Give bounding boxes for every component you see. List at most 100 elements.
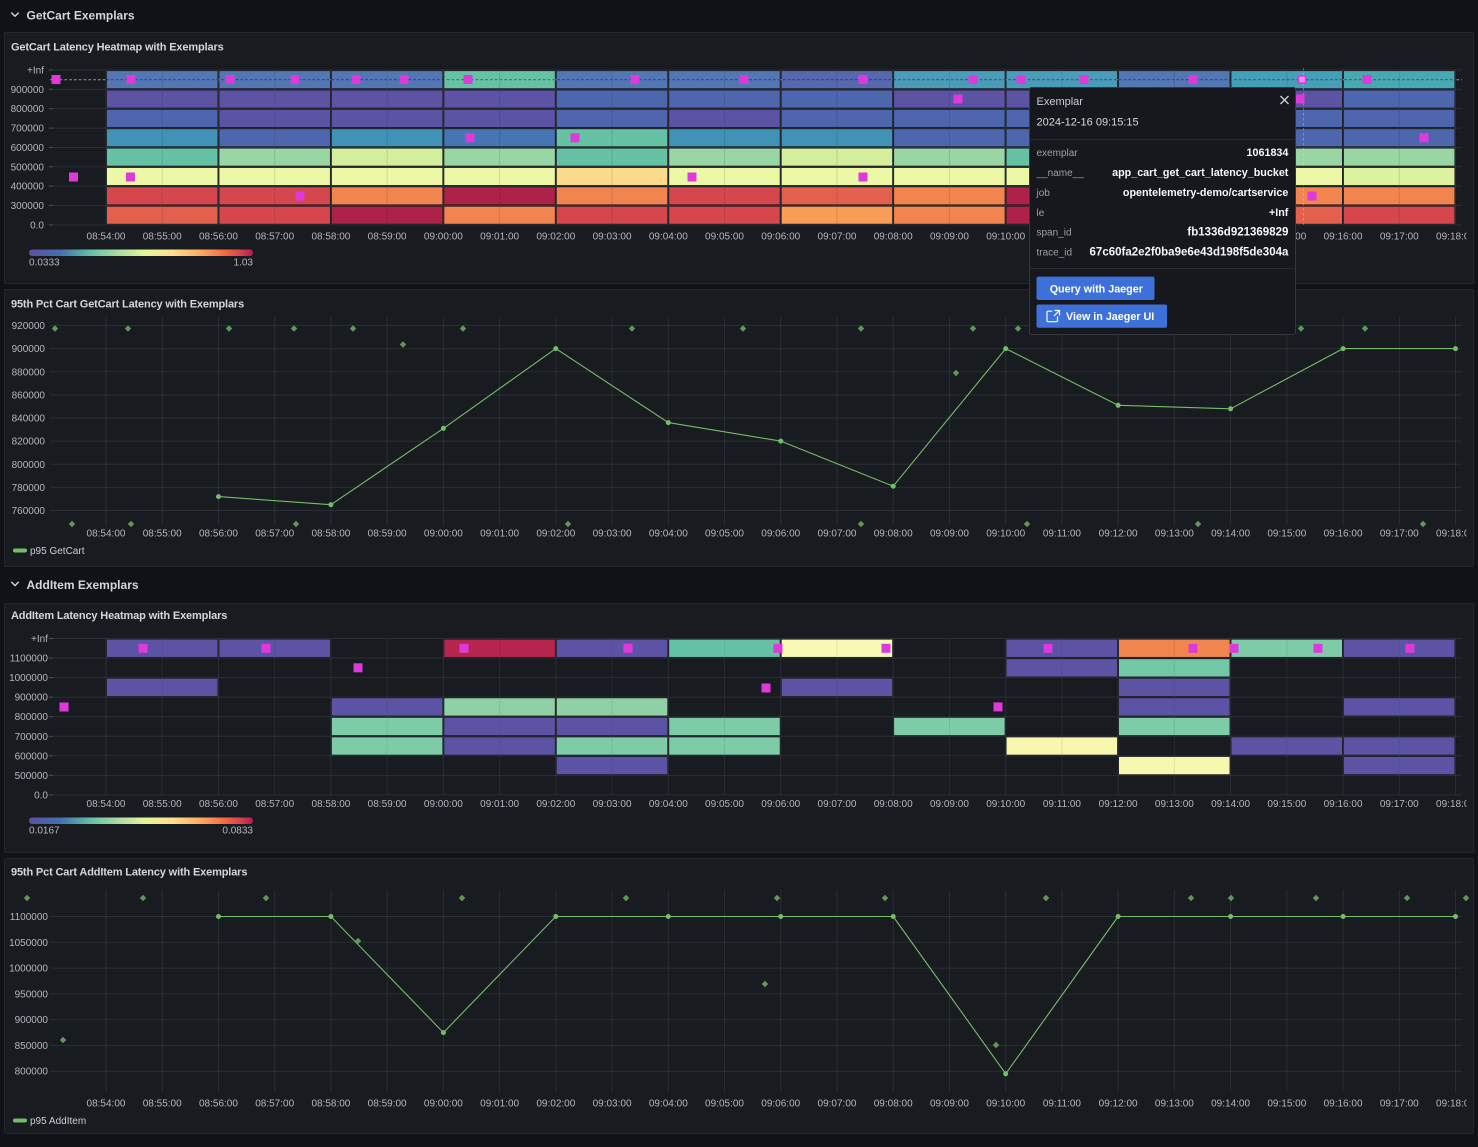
svg-text:09:13:00: 09:13:00	[1155, 799, 1194, 810]
svg-text:09:18:00: 09:18:00	[1436, 799, 1475, 810]
svg-text:08:59:00: 08:59:00	[368, 1099, 407, 1110]
svg-text:09:03:00: 09:03:00	[593, 529, 632, 540]
svg-text:500000: 500000	[15, 771, 49, 782]
svg-text:09:18:00: 09:18:00	[1436, 529, 1475, 540]
svg-text:780000: 780000	[12, 483, 46, 494]
svg-text:09:03:00: 09:03:00	[593, 1099, 632, 1110]
svg-text:09:18:00: 09:18:00	[1436, 1099, 1475, 1110]
svg-text:09:06:00: 09:06:00	[761, 1099, 800, 1110]
svg-text:09:00:00: 09:00:00	[424, 232, 463, 243]
svg-text:08:57:00: 08:57:00	[255, 1099, 294, 1110]
svg-text:09:14:00: 09:14:00	[1211, 529, 1250, 540]
svg-text:1050000: 1050000	[9, 938, 48, 949]
svg-text:1.03: 1.03	[234, 258, 254, 269]
svg-text:+Inf: +Inf	[1269, 207, 1289, 219]
svg-text:GetCart Latency Heatmap with E: GetCart Latency Heatmap with Exemplars	[11, 42, 224, 54]
svg-text:09:08:00: 09:08:00	[874, 232, 913, 243]
svg-text:09:14:00: 09:14:00	[1211, 799, 1250, 810]
svg-text:95th Pct Cart AddItem Latency: 95th Pct Cart AddItem Latency with Exemp…	[11, 867, 247, 879]
svg-text:p95 GetCart: p95 GetCart	[30, 546, 85, 557]
svg-text:09:02:00: 09:02:00	[536, 529, 575, 540]
svg-text:800000: 800000	[15, 712, 49, 723]
svg-text:700000: 700000	[15, 732, 49, 743]
svg-text:09:17:00: 09:17:00	[1380, 529, 1419, 540]
svg-text:09:05:00: 09:05:00	[705, 1099, 744, 1110]
svg-text:09:15:00: 09:15:00	[1267, 529, 1306, 540]
svg-text:09:06:00: 09:06:00	[761, 529, 800, 540]
svg-text:09:01:00: 09:01:00	[480, 232, 519, 243]
svg-text:+Inf: +Inf	[27, 66, 44, 77]
svg-text:920000: 920000	[12, 321, 46, 332]
svg-text:0.0: 0.0	[34, 790, 48, 801]
svg-text:900000: 900000	[15, 693, 49, 704]
svg-text:09:07:00: 09:07:00	[818, 232, 857, 243]
svg-text:09:16:00: 09:16:00	[1324, 232, 1363, 243]
svg-text:09:04:00: 09:04:00	[649, 232, 688, 243]
svg-text:09:01:00: 09:01:00	[480, 1099, 519, 1110]
svg-text:09:13:00: 09:13:00	[1155, 529, 1194, 540]
svg-text:08:54:00: 08:54:00	[87, 799, 126, 810]
svg-text:08:58:00: 08:58:00	[311, 1099, 350, 1110]
svg-text:1061834: 1061834	[1247, 147, 1289, 159]
svg-text:09:15:00: 09:15:00	[1267, 1099, 1306, 1110]
svg-text:span_id: span_id	[1037, 228, 1072, 239]
svg-text:08:57:00: 08:57:00	[255, 529, 294, 540]
svg-text:400000: 400000	[11, 182, 45, 193]
svg-text:le: le	[1037, 208, 1045, 219]
svg-text:850000: 850000	[15, 1041, 49, 1052]
svg-text:09:01:00: 09:01:00	[480, 529, 519, 540]
svg-text:1000000: 1000000	[9, 673, 48, 684]
svg-text:67c60fa2e2f0ba9e6e43d198f5de30: 67c60fa2e2f0ba9e6e43d198f5de304a	[1090, 247, 1289, 259]
svg-text:760000: 760000	[12, 506, 46, 517]
svg-text:800000: 800000	[15, 1067, 49, 1078]
svg-text:Query with Jaeger: Query with Jaeger	[1050, 283, 1144, 295]
svg-text:09:09:00: 09:09:00	[930, 232, 969, 243]
svg-text:09:18:00: 09:18:00	[1436, 232, 1475, 243]
svg-text:app_cart_get_cart_latency_buck: app_cart_get_cart_latency_bucket	[1112, 167, 1289, 179]
svg-text:09:05:00: 09:05:00	[705, 232, 744, 243]
svg-text:08:59:00: 08:59:00	[368, 799, 407, 810]
svg-text:300000: 300000	[11, 201, 45, 212]
svg-text:0.0: 0.0	[30, 220, 44, 231]
svg-text:09:02:00: 09:02:00	[536, 1099, 575, 1110]
svg-text:500000: 500000	[11, 162, 45, 173]
svg-text:1100000: 1100000	[10, 912, 49, 923]
svg-text:09:09:00: 09:09:00	[930, 529, 969, 540]
svg-text:09:06:00: 09:06:00	[761, 799, 800, 810]
svg-text:09:17:00: 09:17:00	[1380, 232, 1419, 243]
svg-text:09:04:00: 09:04:00	[649, 799, 688, 810]
svg-text:09:07:00: 09:07:00	[818, 799, 857, 810]
svg-text:Exemplar: Exemplar	[1037, 96, 1084, 108]
svg-text:09:05:00: 09:05:00	[705, 529, 744, 540]
svg-text:09:13:00: 09:13:00	[1155, 1099, 1194, 1110]
svg-text:09:11:00: 09:11:00	[1043, 799, 1082, 810]
svg-text:880000: 880000	[12, 367, 46, 378]
svg-text:09:01:00: 09:01:00	[480, 799, 519, 810]
svg-text:2024-12-16 09:15:15: 2024-12-16 09:15:15	[1037, 116, 1139, 128]
svg-text:opentelemetry-demo/cartservice: opentelemetry-demo/cartservice	[1123, 187, 1289, 199]
svg-text:09:07:00: 09:07:00	[818, 1099, 857, 1110]
svg-text:08:59:00: 08:59:00	[368, 529, 407, 540]
svg-text:09:02:00: 09:02:00	[536, 232, 575, 243]
svg-text:trace_id: trace_id	[1037, 248, 1073, 259]
svg-text:09:03:00: 09:03:00	[593, 232, 632, 243]
svg-text:09:11:00: 09:11:00	[1043, 529, 1082, 540]
svg-text:09:15:00: 09:15:00	[1267, 799, 1306, 810]
svg-text:+Inf: +Inf	[31, 634, 48, 645]
svg-text:08:54:00: 08:54:00	[87, 1099, 126, 1110]
svg-text:08:55:00: 08:55:00	[143, 799, 182, 810]
svg-text:08:55:00: 08:55:00	[143, 529, 182, 540]
svg-text:900000: 900000	[12, 344, 46, 355]
svg-text:09:00:00: 09:00:00	[424, 1099, 463, 1110]
svg-text:08:58:00: 08:58:00	[311, 232, 350, 243]
svg-text:08:58:00: 08:58:00	[311, 799, 350, 810]
svg-text:09:16:00: 09:16:00	[1324, 799, 1363, 810]
svg-text:09:04:00: 09:04:00	[649, 1099, 688, 1110]
svg-text:09:08:00: 09:08:00	[874, 799, 913, 810]
svg-text:800000: 800000	[11, 104, 45, 115]
svg-text:950000: 950000	[15, 989, 49, 1000]
svg-text:0.0333: 0.0333	[29, 258, 60, 269]
svg-text:09:16:00: 09:16:00	[1324, 529, 1363, 540]
svg-text:08:54:00: 08:54:00	[87, 529, 126, 540]
svg-text:09:16:00: 09:16:00	[1324, 1099, 1363, 1110]
